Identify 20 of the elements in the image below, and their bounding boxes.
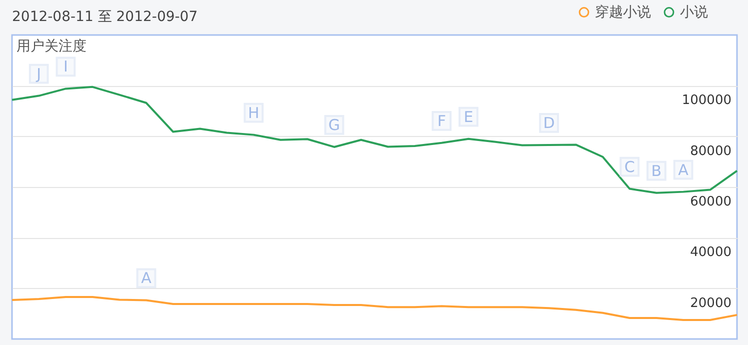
annotation: I [63,58,68,76]
y-axis-title: 用户关注度 [16,38,86,54]
annotation: B [651,162,662,180]
annotation: G [328,116,340,134]
annotation: A [678,160,690,179]
annotation: J [36,64,42,83]
annotation: F [437,112,446,130]
y-tick-label: 20000 [690,296,732,311]
annotation: C [624,158,635,176]
chart-title: 2012-08-11 至 2012-09-07 [12,9,198,25]
annotation: H [248,104,260,122]
legend-label: 穿越小说 [595,4,651,20]
annotation: E [464,108,474,126]
y-tick-label: 60000 [690,194,732,210]
y-tick-label: 40000 [690,245,732,260]
y-tick-label: 100000 [682,93,732,108]
annotation: D [543,114,555,132]
y-tick-label: 80000 [690,144,732,159]
annotation: A [141,269,152,288]
legend-label: 小说 [680,4,708,20]
